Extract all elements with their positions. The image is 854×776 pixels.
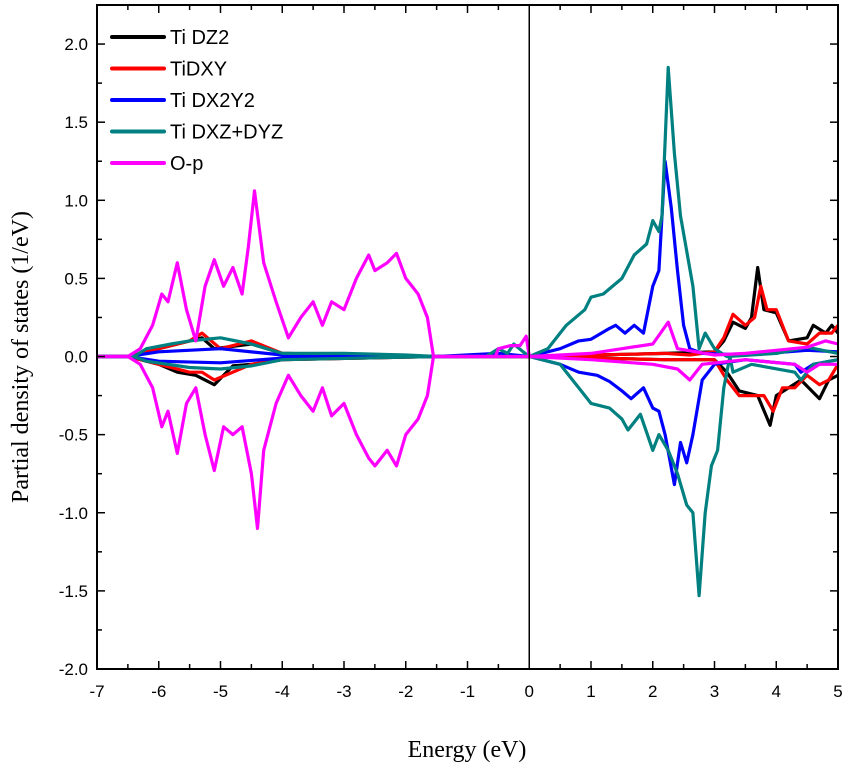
legend-item: Ti DX2Y2 [110, 90, 255, 112]
y-tick-label: -0.5 [59, 426, 88, 445]
series-4-down-line [97, 354, 838, 530]
x-tick-label: 3 [710, 682, 719, 701]
series-3-down-line [97, 354, 839, 598]
y-tick-labels: -2.0 -1.5 -1.0 -0.5 0.0 0.5 1.0 1.5 2.0 [59, 35, 88, 679]
legend-label: O-p [170, 153, 203, 175]
x-tick-label: 5 [833, 682, 842, 701]
legend-item: TiDXY [110, 59, 227, 81]
y-tick-label: 1.0 [64, 191, 88, 210]
legend: Ti DZ2 TiDXY Ti DX2Y2 Ti DXZ+DYZ O-p [110, 27, 283, 175]
x-tick-label: -1 [460, 682, 475, 701]
legend-item: Ti DZ2 [110, 27, 229, 49]
series-3-up-line [97, 65, 839, 359]
x-tick-label: 2 [648, 682, 657, 701]
y-tick-label: 0.0 [64, 348, 88, 367]
x-tick-label: -7 [89, 682, 104, 701]
legend-label: Ti DX2Y2 [170, 90, 255, 112]
legend-label: TiDXY [170, 59, 227, 81]
series-2-up-line [97, 159, 839, 359]
y-tick-label: 1.5 [64, 113, 88, 132]
x-tick-label: -5 [213, 682, 228, 701]
series-layer [97, 65, 840, 598]
y-tick-label: -2.0 [59, 660, 88, 679]
x-tick-labels: -7 -6 -5 -4 -3 -2 -1 0 1 2 3 4 5 [89, 682, 842, 701]
y-tick-label: -1.5 [59, 582, 88, 601]
legend-label: Ti DZ2 [170, 27, 229, 49]
series-1-down-line [97, 354, 840, 413]
x-tick-label: 1 [586, 682, 595, 701]
series-4-up-line [97, 189, 839, 359]
legend-item: O-p [110, 153, 203, 175]
series-1-up-line [97, 284, 840, 359]
x-tick-label: 4 [772, 682, 781, 701]
axes-layer [96, 4, 839, 670]
x-tick-label: -4 [275, 682, 290, 701]
x-tick-label: -3 [336, 682, 351, 701]
y-axis-title: Partial density of states (1/eV) [8, 211, 34, 503]
x-tick-label: -6 [151, 682, 166, 701]
legend-item: Ti DXZ+DYZ [110, 122, 283, 144]
series-0-up-line [97, 265, 840, 359]
x-tick-label: -2 [398, 682, 413, 701]
x-tick-label: 0 [525, 682, 534, 701]
y-tick-label: 0.5 [64, 269, 88, 288]
y-tick-label: -1.0 [59, 504, 88, 523]
legend-label: Ti DXZ+DYZ [170, 122, 283, 144]
x-axis-title: Energy (eV) [408, 737, 527, 763]
y-tick-label: 2.0 [64, 35, 88, 54]
